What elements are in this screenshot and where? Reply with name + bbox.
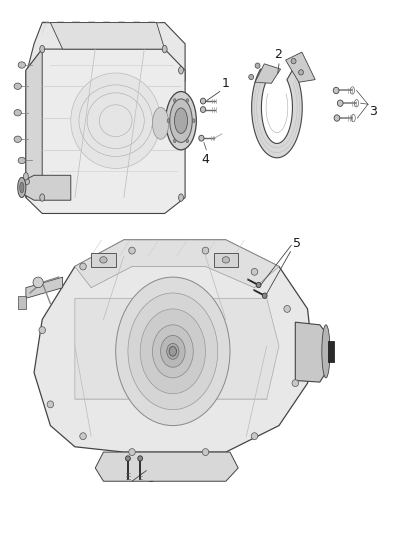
Ellipse shape [18,177,26,198]
Polygon shape [34,240,312,452]
Ellipse shape [256,282,261,288]
Polygon shape [75,240,279,288]
Ellipse shape [140,309,206,394]
Ellipse shape [222,257,230,263]
Ellipse shape [115,277,230,425]
Ellipse shape [39,327,46,334]
Ellipse shape [14,136,21,142]
Ellipse shape [284,305,291,312]
Ellipse shape [18,62,25,68]
Ellipse shape [178,67,183,74]
Bar [328,341,334,362]
Ellipse shape [166,92,196,150]
Ellipse shape [186,99,189,102]
Polygon shape [255,64,281,83]
Ellipse shape [100,257,107,263]
Ellipse shape [186,139,189,143]
Text: 4: 4 [201,153,210,166]
Ellipse shape [298,70,303,75]
Ellipse shape [201,98,206,104]
Ellipse shape [199,135,204,141]
Ellipse shape [161,335,185,367]
Ellipse shape [292,379,298,386]
Ellipse shape [125,456,130,461]
Text: 2: 2 [274,49,282,61]
Bar [91,253,115,266]
Polygon shape [252,69,302,158]
Ellipse shape [262,293,267,298]
Ellipse shape [14,83,21,90]
Ellipse shape [152,108,169,139]
Ellipse shape [291,59,296,64]
Polygon shape [26,49,185,214]
Ellipse shape [47,401,54,408]
Ellipse shape [251,433,258,440]
Ellipse shape [167,119,170,123]
Polygon shape [51,22,165,49]
Ellipse shape [129,247,135,254]
Ellipse shape [162,45,167,53]
Ellipse shape [80,433,86,440]
Ellipse shape [175,108,187,133]
Ellipse shape [333,87,339,94]
Ellipse shape [14,110,21,116]
Ellipse shape [192,119,195,123]
Ellipse shape [138,456,143,461]
Ellipse shape [167,343,179,359]
Polygon shape [95,452,238,481]
Ellipse shape [337,100,343,107]
Text: 5: 5 [293,237,301,249]
Ellipse shape [255,63,260,68]
Ellipse shape [129,449,135,456]
Text: 1: 1 [222,77,230,90]
Ellipse shape [249,75,254,79]
Ellipse shape [23,173,28,180]
Ellipse shape [33,277,43,288]
Ellipse shape [71,73,161,168]
Ellipse shape [251,268,258,275]
Polygon shape [26,277,62,298]
Polygon shape [26,22,185,97]
Ellipse shape [178,194,183,201]
Ellipse shape [169,346,176,356]
Ellipse shape [128,293,218,410]
Text: 3: 3 [369,104,376,118]
Ellipse shape [40,194,45,201]
Polygon shape [296,322,326,382]
Ellipse shape [40,45,45,53]
Polygon shape [75,298,279,399]
Ellipse shape [20,182,24,193]
Ellipse shape [80,263,86,270]
Ellipse shape [18,157,25,164]
Ellipse shape [202,449,209,456]
Polygon shape [286,52,315,82]
Ellipse shape [152,325,193,378]
Ellipse shape [334,115,340,121]
Ellipse shape [173,99,176,102]
Ellipse shape [201,107,206,112]
Ellipse shape [202,247,209,254]
Bar [214,253,238,266]
Polygon shape [26,49,42,198]
Polygon shape [22,175,71,200]
Polygon shape [18,296,26,309]
Ellipse shape [22,179,30,185]
Text: 5: 5 [148,472,155,484]
Ellipse shape [173,139,176,143]
Ellipse shape [322,325,330,378]
Ellipse shape [170,99,192,142]
